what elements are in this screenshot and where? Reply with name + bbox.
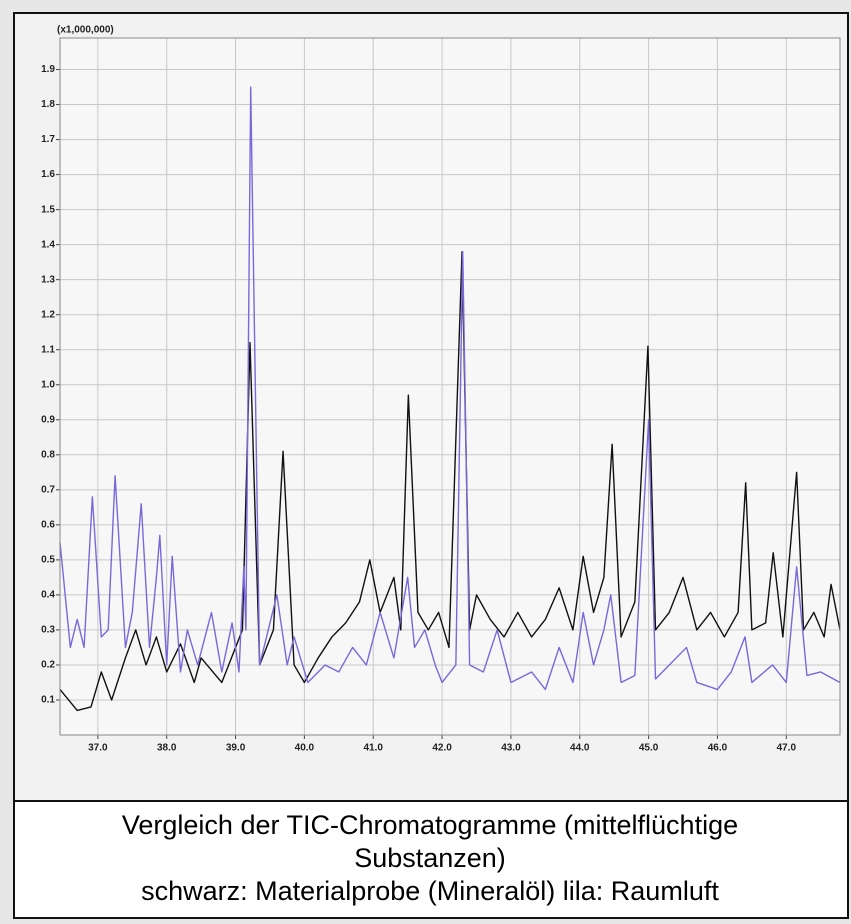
y-tick-label: 1.3 <box>41 274 55 285</box>
series-line <box>59 250 841 712</box>
caption-subtitle: Substanzen) <box>354 843 506 873</box>
y-tick-label: 1.0 <box>41 379 55 390</box>
y-tick-label: 1.9 <box>41 64 55 75</box>
y-tick-label: 1.6 <box>41 169 55 180</box>
x-tick-label: 43.0 <box>501 743 521 754</box>
x-tick-label: 41.0 <box>364 743 384 754</box>
y-tick-label: 0.2 <box>41 660 55 671</box>
y-unit: (x1,000,000) <box>57 25 114 36</box>
y-tick-label: 0.7 <box>41 484 55 495</box>
series-line <box>59 86 841 691</box>
caption-title: Vergleich der TIC-Chromatogramme (mittel… <box>122 810 738 840</box>
y-tick-label: 1.8 <box>41 99 55 110</box>
x-tick-label: 42.0 <box>432 743 452 754</box>
y-tick-label: 1.2 <box>41 309 55 320</box>
y-tick-label: 1.5 <box>41 204 55 215</box>
x-tick-label: 44.0 <box>570 743 590 754</box>
x-tick-label: 38.0 <box>157 743 177 754</box>
plot-border <box>59 37 841 736</box>
x-tick-label: 40.0 <box>295 743 315 754</box>
y-tick-label: 1.7 <box>41 134 55 145</box>
y-tick-label: 1.1 <box>41 344 55 355</box>
caption-legend: schwarz: Materialprobe (Mineralöl) lila:… <box>141 876 719 906</box>
x-tick-label: 47.0 <box>777 743 797 754</box>
y-tick-label: 0.9 <box>41 414 55 425</box>
x-tick-label: 37.0 <box>88 743 108 754</box>
y-tick-label: 0.1 <box>41 695 55 706</box>
y-tick-label: 0.6 <box>41 519 55 530</box>
x-tick-label: 39.0 <box>226 743 246 754</box>
caption-box <box>15 802 847 917</box>
y-tick-label: 0.3 <box>41 625 55 636</box>
y-tick-label: 1.4 <box>41 239 55 250</box>
x-tick-label: 46.0 <box>708 743 728 754</box>
y-tick-label: 0.4 <box>41 590 55 601</box>
x-tick-label: 45.0 <box>639 743 659 754</box>
y-tick-label: 0.5 <box>41 555 55 566</box>
y-tick-label: 0.8 <box>41 449 55 460</box>
